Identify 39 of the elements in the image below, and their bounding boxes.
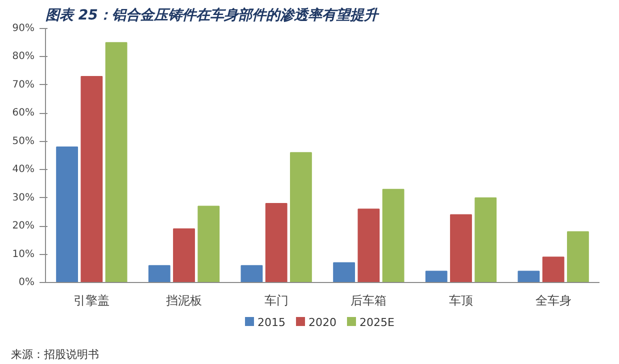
- x-tick-label: 车门: [264, 294, 288, 308]
- legend-label: 2020: [308, 316, 337, 329]
- bar: [566, 231, 589, 282]
- y-tick-label: 60%: [12, 108, 35, 119]
- x-tick-label: 车顶: [449, 294, 473, 308]
- legend-label: 2015: [258, 316, 286, 329]
- bar: [56, 146, 78, 282]
- bar: [265, 202, 288, 282]
- y-tick-label: 40%: [12, 164, 35, 176]
- bar: [198, 206, 220, 282]
- bar: [173, 228, 195, 282]
- chart-title: 图表 25：铝合金压铸件在车身部件的渗透率有望提升: [46, 6, 380, 24]
- source-note: 来源：招股说明书: [11, 347, 99, 363]
- bar: [240, 265, 263, 282]
- bar: [105, 42, 128, 282]
- y-tick-label: 0%: [18, 277, 35, 288]
- bar: [518, 270, 540, 282]
- x-tick-label: 挡泥板: [166, 294, 202, 308]
- bar: [382, 188, 404, 282]
- legend-label: 2025E: [360, 316, 394, 329]
- bar: [358, 208, 380, 282]
- bar: [148, 265, 170, 282]
- bar: [290, 152, 312, 282]
- y-tick-label: 10%: [12, 248, 35, 260]
- bar: [450, 214, 472, 282]
- y-tick-label: 70%: [12, 79, 35, 90]
- bar: [542, 256, 564, 282]
- y-tick-label: 90%: [12, 23, 35, 34]
- bar: [425, 270, 448, 282]
- bar: [474, 197, 497, 282]
- x-tick-label: 后车箱: [350, 294, 387, 308]
- x-tick-label: 引擎盖: [74, 294, 110, 308]
- y-tick-label: 20%: [12, 220, 35, 232]
- y-tick-label: 80%: [12, 51, 35, 62]
- y-tick-label: 30%: [12, 192, 35, 204]
- y-tick-label: 50%: [12, 136, 35, 147]
- x-tick-label: 全车身: [535, 294, 572, 308]
- bar: [80, 76, 103, 282]
- bar: [333, 262, 356, 282]
